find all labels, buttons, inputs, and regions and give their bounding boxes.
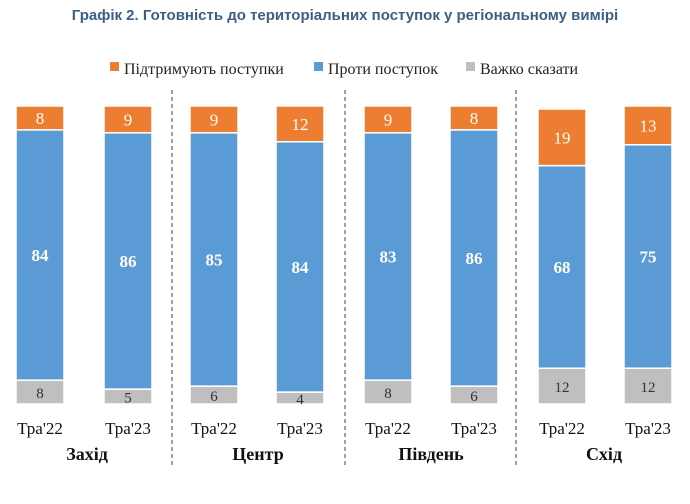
data-label: 68 [554, 258, 571, 277]
x-tick-label: Тра'22 [191, 419, 237, 438]
data-label: 8 [470, 109, 479, 128]
bar-segment-support [103, 105, 153, 134]
data-label: 83 [380, 247, 397, 266]
bar-segment-support [537, 108, 587, 167]
bar-segment-support [363, 105, 413, 134]
x-tick-label: Тра'23 [105, 419, 151, 438]
bar-segment-support [15, 105, 65, 131]
region-label: Південь [398, 444, 464, 464]
data-label: 8 [36, 109, 45, 128]
bar-segment-support [275, 105, 325, 143]
data-label: 9 [210, 110, 219, 129]
data-label: 8 [36, 386, 44, 402]
bar-segment-support [189, 105, 239, 134]
x-tick-label: Тра'23 [625, 419, 671, 438]
data-label: 4 [296, 392, 304, 408]
x-tick-label: Тра'22 [539, 419, 585, 438]
data-label: 12 [292, 115, 309, 134]
legend-label: Підтримують поступки [124, 61, 284, 78]
x-tick-label: Тра'23 [451, 419, 497, 438]
data-label: 9 [384, 110, 393, 129]
data-label: 84 [292, 258, 310, 277]
data-label: 12 [641, 380, 656, 396]
data-label: 75 [640, 247, 657, 266]
region-label: Захід [66, 444, 108, 464]
bar-segment-against [449, 129, 499, 387]
legend-swatch [466, 62, 475, 71]
data-label: 85 [206, 250, 223, 269]
legend-swatch [314, 62, 323, 71]
data-label: 9 [124, 110, 133, 129]
data-label: 6 [470, 389, 478, 405]
legend-swatch [110, 62, 119, 71]
data-label: 12 [555, 380, 570, 396]
legend-label: Важко сказати [480, 61, 579, 78]
bar-segment-against [363, 132, 413, 381]
x-tick-label: Тра'22 [365, 419, 411, 438]
bar-segment-against [275, 141, 325, 393]
data-label: 84 [32, 246, 50, 265]
data-label: 13 [640, 116, 657, 135]
data-label: 86 [466, 249, 483, 268]
data-label: 86 [120, 252, 137, 271]
data-label: 6 [210, 389, 218, 405]
x-tick-label: Тра'22 [17, 419, 63, 438]
region-label: Центр [232, 444, 283, 464]
bar-segment-against [537, 164, 587, 369]
data-label: 19 [554, 128, 571, 147]
bar-segment-support [449, 105, 499, 131]
data-label: 8 [384, 386, 392, 402]
x-tick-label: Тра'23 [277, 419, 323, 438]
region-label: Схід [586, 444, 622, 464]
data-label: 5 [124, 391, 132, 407]
legend-label: Проти поступок [328, 61, 438, 78]
bar-segment-against [15, 129, 65, 381]
chart-title: Графік 2. Готовність до територіальних п… [71, 7, 619, 24]
bar-segment-support [623, 105, 673, 146]
